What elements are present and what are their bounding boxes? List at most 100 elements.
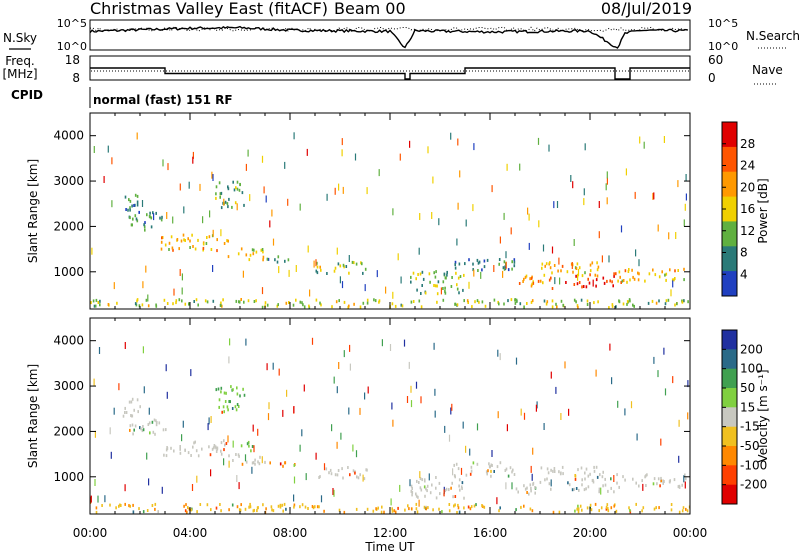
power-cell: [366, 301, 369, 305]
power-cell: [433, 271, 435, 275]
power-cell: [581, 274, 584, 278]
velocity-isolated-cell: [97, 495, 99, 503]
velocity-colorbar-swatch: [722, 368, 737, 389]
power-cell: [189, 239, 191, 243]
velocity-cell: [212, 446, 215, 450]
velocity-cell: [293, 503, 296, 507]
power-isolated-cell: [179, 269, 181, 276]
velocity-cell: [431, 483, 433, 487]
velocity-isolated-cell: [491, 450, 493, 457]
power-cell: [589, 269, 592, 273]
velocity-cell: [456, 511, 458, 514]
velocity-cell: [635, 481, 637, 485]
velocity-cell: [578, 488, 580, 492]
power-colorbar-swatch: [722, 146, 737, 173]
velocity-cell: [571, 488, 574, 492]
power-cell: [277, 255, 280, 259]
power-cell: [210, 248, 213, 251]
power-cell: [319, 301, 321, 305]
power-cell: [417, 273, 419, 276]
velocity-cell: [186, 510, 188, 514]
velocity-cell: [142, 425, 144, 428]
velocity-cell: [157, 510, 159, 514]
power-cell: [212, 299, 215, 303]
velocity-cell: [341, 467, 343, 471]
power-cell: [628, 268, 630, 271]
power-cell: [626, 302, 628, 306]
power-cell: [127, 208, 129, 212]
power-cell: [362, 271, 364, 275]
power-cell: [316, 265, 319, 269]
power-cell: [575, 274, 577, 278]
power-cell: [450, 285, 453, 288]
velocity-colorbar-swatch: [722, 465, 737, 486]
velocity-isolated-cell: [252, 424, 254, 432]
power-cell: [576, 262, 579, 266]
velocity-cell: [526, 486, 528, 490]
velocity-cell: [488, 462, 490, 466]
power-isolated-cell: [506, 163, 508, 171]
power-cell: [161, 236, 163, 240]
velocity-cell: [201, 447, 203, 451]
velocity-cell: [420, 488, 423, 492]
velocity-cell: [134, 424, 137, 428]
power-cell: [587, 277, 589, 281]
velocity-cell: [404, 508, 406, 512]
power-cell: [222, 298, 224, 302]
velocity-cell: [539, 480, 542, 484]
velocity-cell: [223, 410, 225, 414]
velocity-isolated-cell: [320, 495, 323, 503]
velocity-cell: [316, 505, 319, 509]
velocity-cell: [349, 473, 351, 477]
velocity-cell: [231, 407, 234, 410]
power-cell: [255, 299, 257, 303]
power-isolated-cell: [639, 136, 641, 144]
power-cell: [502, 266, 505, 270]
power-cell: [285, 301, 288, 305]
velocity-cell: [304, 505, 307, 509]
power-isolated-cell: [450, 132, 452, 140]
power-cell: [665, 278, 667, 282]
velocity-isolated-cell: [266, 363, 268, 371]
power-cell: [175, 299, 178, 303]
power-isolated-cell: [592, 279, 594, 287]
velocity-cell: [540, 466, 543, 470]
power-isolated-cell: [606, 177, 608, 185]
power-cell: [420, 292, 422, 295]
velocity-cell: [223, 448, 225, 452]
power-cell: [410, 280, 412, 284]
power-isolated-cell: [400, 276, 402, 284]
power-cell: [632, 275, 634, 279]
power-cell: [412, 300, 415, 303]
power-cell: [658, 275, 661, 279]
power-colorbar-label: Power [dB]: [756, 178, 770, 243]
power-cell: [513, 260, 516, 264]
velocity-cell: [213, 444, 216, 447]
velocity-cell: [188, 507, 191, 511]
velocity-cell: [153, 418, 156, 422]
power-cell: [551, 287, 554, 290]
velocity-cell: [453, 504, 455, 508]
velocity-cell: [187, 451, 190, 455]
velocity-cell: [587, 485, 590, 489]
velocity-isolated-cell: [245, 338, 247, 346]
velocity-cell: [222, 405, 225, 409]
power-cell: [178, 298, 181, 302]
velocity-isolated-cell: [496, 497, 498, 505]
power-isolated-cell: [199, 183, 201, 191]
velocity-cell: [236, 386, 238, 390]
velocity-isolated-cell: [362, 474, 364, 482]
velocity-cell: [194, 440, 196, 444]
velocity-isolated-cell: [530, 465, 532, 473]
velocity-isolated-cell: [305, 473, 307, 481]
power-cell: [621, 279, 624, 283]
velocity-isolated-cell: [109, 427, 111, 435]
power-cell: [227, 239, 229, 243]
velocity-cell: [596, 475, 599, 479]
power-isolated-cell: [542, 244, 545, 252]
velocity-cell: [314, 505, 316, 509]
velocity-isolated-cell: [118, 383, 120, 391]
power-x-ticks: [89, 113, 691, 309]
velocity-cell: [426, 489, 428, 493]
power-isolated-cell: [551, 246, 554, 254]
